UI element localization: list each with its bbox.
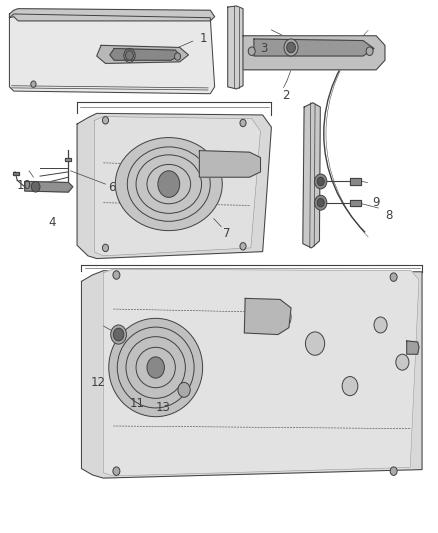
Circle shape (31, 181, 40, 192)
Circle shape (240, 119, 246, 127)
Circle shape (317, 198, 324, 207)
Polygon shape (110, 49, 180, 60)
Circle shape (102, 117, 109, 124)
Text: 10: 10 (16, 179, 31, 192)
Polygon shape (10, 9, 215, 21)
Polygon shape (254, 39, 374, 56)
Text: 8: 8 (385, 209, 392, 222)
Circle shape (111, 325, 127, 344)
Polygon shape (350, 199, 361, 206)
Circle shape (147, 357, 164, 378)
Circle shape (317, 177, 324, 185)
Polygon shape (244, 298, 291, 335)
Circle shape (269, 304, 291, 330)
Circle shape (390, 467, 397, 475)
Circle shape (113, 271, 120, 279)
Text: 6: 6 (108, 181, 115, 195)
Circle shape (113, 328, 124, 341)
Circle shape (248, 47, 255, 55)
Circle shape (396, 354, 409, 370)
Text: 1: 1 (199, 33, 207, 45)
Circle shape (113, 467, 120, 475)
Circle shape (342, 376, 358, 395)
Polygon shape (95, 117, 261, 256)
Circle shape (126, 51, 134, 60)
Polygon shape (10, 14, 215, 94)
Text: 9: 9 (372, 196, 379, 209)
Circle shape (314, 174, 327, 189)
Polygon shape (303, 103, 320, 248)
Circle shape (287, 42, 295, 53)
Polygon shape (81, 271, 422, 478)
Circle shape (178, 382, 190, 397)
Circle shape (305, 332, 325, 356)
Circle shape (102, 244, 109, 252)
Polygon shape (13, 172, 19, 175)
Polygon shape (97, 45, 188, 63)
Ellipse shape (109, 318, 203, 417)
Text: 13: 13 (155, 401, 170, 414)
Polygon shape (228, 6, 243, 89)
Polygon shape (65, 158, 71, 161)
Circle shape (366, 47, 373, 55)
Circle shape (240, 243, 246, 250)
Circle shape (314, 195, 327, 210)
Polygon shape (407, 341, 419, 354)
Circle shape (31, 81, 36, 87)
Text: 3: 3 (261, 42, 268, 55)
Text: 11: 11 (130, 397, 145, 410)
Polygon shape (103, 269, 419, 476)
Circle shape (174, 53, 180, 60)
Text: 4: 4 (49, 216, 56, 229)
Polygon shape (199, 151, 261, 177)
Ellipse shape (115, 138, 222, 231)
Polygon shape (77, 114, 272, 259)
Text: 2: 2 (283, 89, 290, 102)
Circle shape (158, 171, 180, 197)
Text: 7: 7 (223, 227, 231, 240)
Polygon shape (350, 178, 361, 184)
Circle shape (390, 273, 397, 281)
Polygon shape (25, 181, 73, 192)
Text: 12: 12 (90, 376, 105, 389)
Circle shape (374, 317, 387, 333)
Polygon shape (243, 36, 385, 70)
Circle shape (284, 39, 298, 56)
